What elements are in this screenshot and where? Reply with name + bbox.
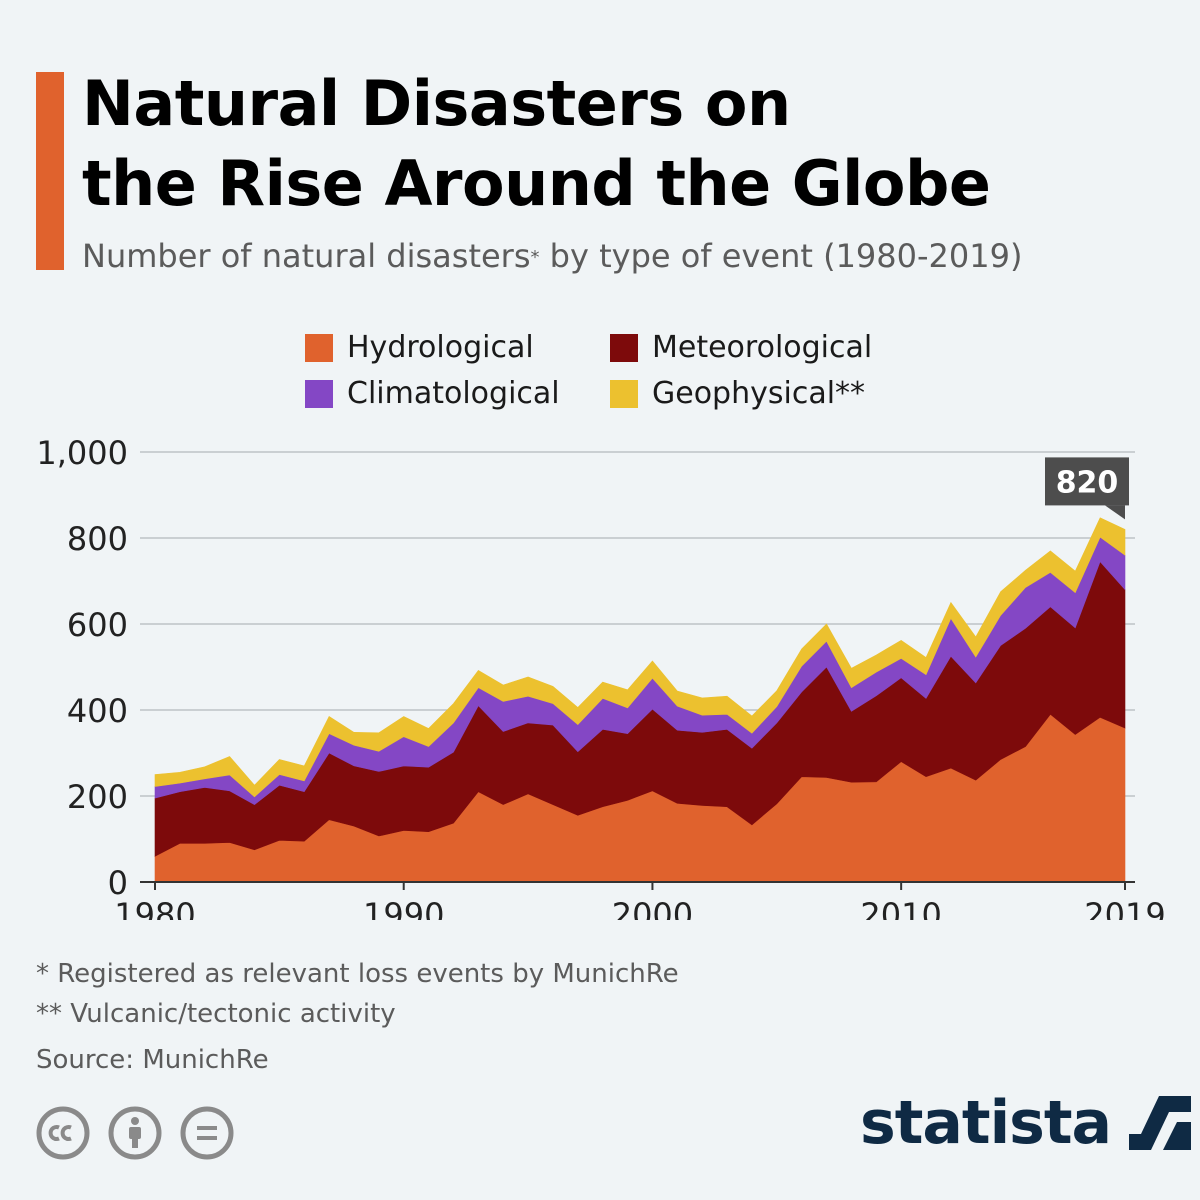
statista-logo[interactable]: statista [860,1088,1195,1158]
x-tick-label-2010: 2010 [860,896,941,920]
legend-swatch-hydrological [305,333,333,362]
annotation-label: 820 [1056,465,1119,500]
legend-swatch-geophysical [610,379,638,408]
annotation-box [1045,457,1129,506]
y-tick-label-600: 600 [67,606,128,644]
no-derivatives-icon[interactable] [180,1106,234,1160]
attribution-icon[interactable] [108,1106,162,1160]
annotation-pointer [1105,505,1125,520]
title-line-2: the Rise Around the Globe [82,147,991,220]
y-tick-label-200: 200 [67,778,128,816]
chart-subtitle: Number of natural disasters* by type of … [82,234,1182,278]
legend-swatch-climatological [305,379,333,408]
chart-legend: Hydrological Meteorological Climatologic… [305,330,945,430]
statista-mark-icon [1129,1096,1192,1150]
y-tick-label-400: 400 [67,692,128,730]
area-geophysical [154,517,1126,798]
footnote-geophysical: ** Vulcanic/tectonic activity [36,999,396,1029]
y-tick-label-0: 0 [108,864,128,902]
x-tick-label-2000: 2000 [612,896,693,920]
legend-item-climatological: Climatological [305,376,560,411]
legend-item-hydrological: Hydrological [305,330,534,365]
brand-wordmark: statista [860,1088,1112,1158]
source-note: Source: MunichRe [36,1045,269,1075]
footnotes: * Registered as relevant loss events by … [36,954,936,1080]
page-title: Natural Disasters on the Rise Around the… [82,64,1142,224]
legend-label-geophysical: Geophysical** [652,376,866,411]
legend-item-geophysical: Geophysical** [610,376,865,411]
subtitle-suffix: by type of event (1980-2019) [539,237,1023,275]
x-tick-label-1980: 1980 [114,896,195,920]
license-icons [36,1106,252,1160]
legend-label-hydrological: Hydrological [347,330,534,365]
legend-label-climatological: Climatological [347,376,560,411]
stacked-area-chart: 0 200 400 600 800 1,000 1980 1990 2000 2010 2019 82… [36,434,1165,920]
legend-swatch-meteorological [610,333,638,362]
legend-item-meteorological: Meteorological [610,330,872,365]
y-tick-label-800: 800 [67,520,128,558]
legend-label-meteorological: Meteorological [652,330,873,365]
y-tick-label-1000: 1,000 [36,434,128,472]
x-tick-label-1990: 1990 [363,896,444,920]
subtitle-footnote-mark: * [530,247,540,268]
creative-commons-icon[interactable] [36,1106,90,1160]
title-line-1: Natural Disasters on [82,67,791,140]
x-tick-label-2019: 2019 [1084,896,1165,920]
title-accent-bar [36,72,64,270]
subtitle-text: Number of natural disasters [82,237,531,275]
footnote-registered-events: * Registered as relevant loss events by … [36,959,679,989]
